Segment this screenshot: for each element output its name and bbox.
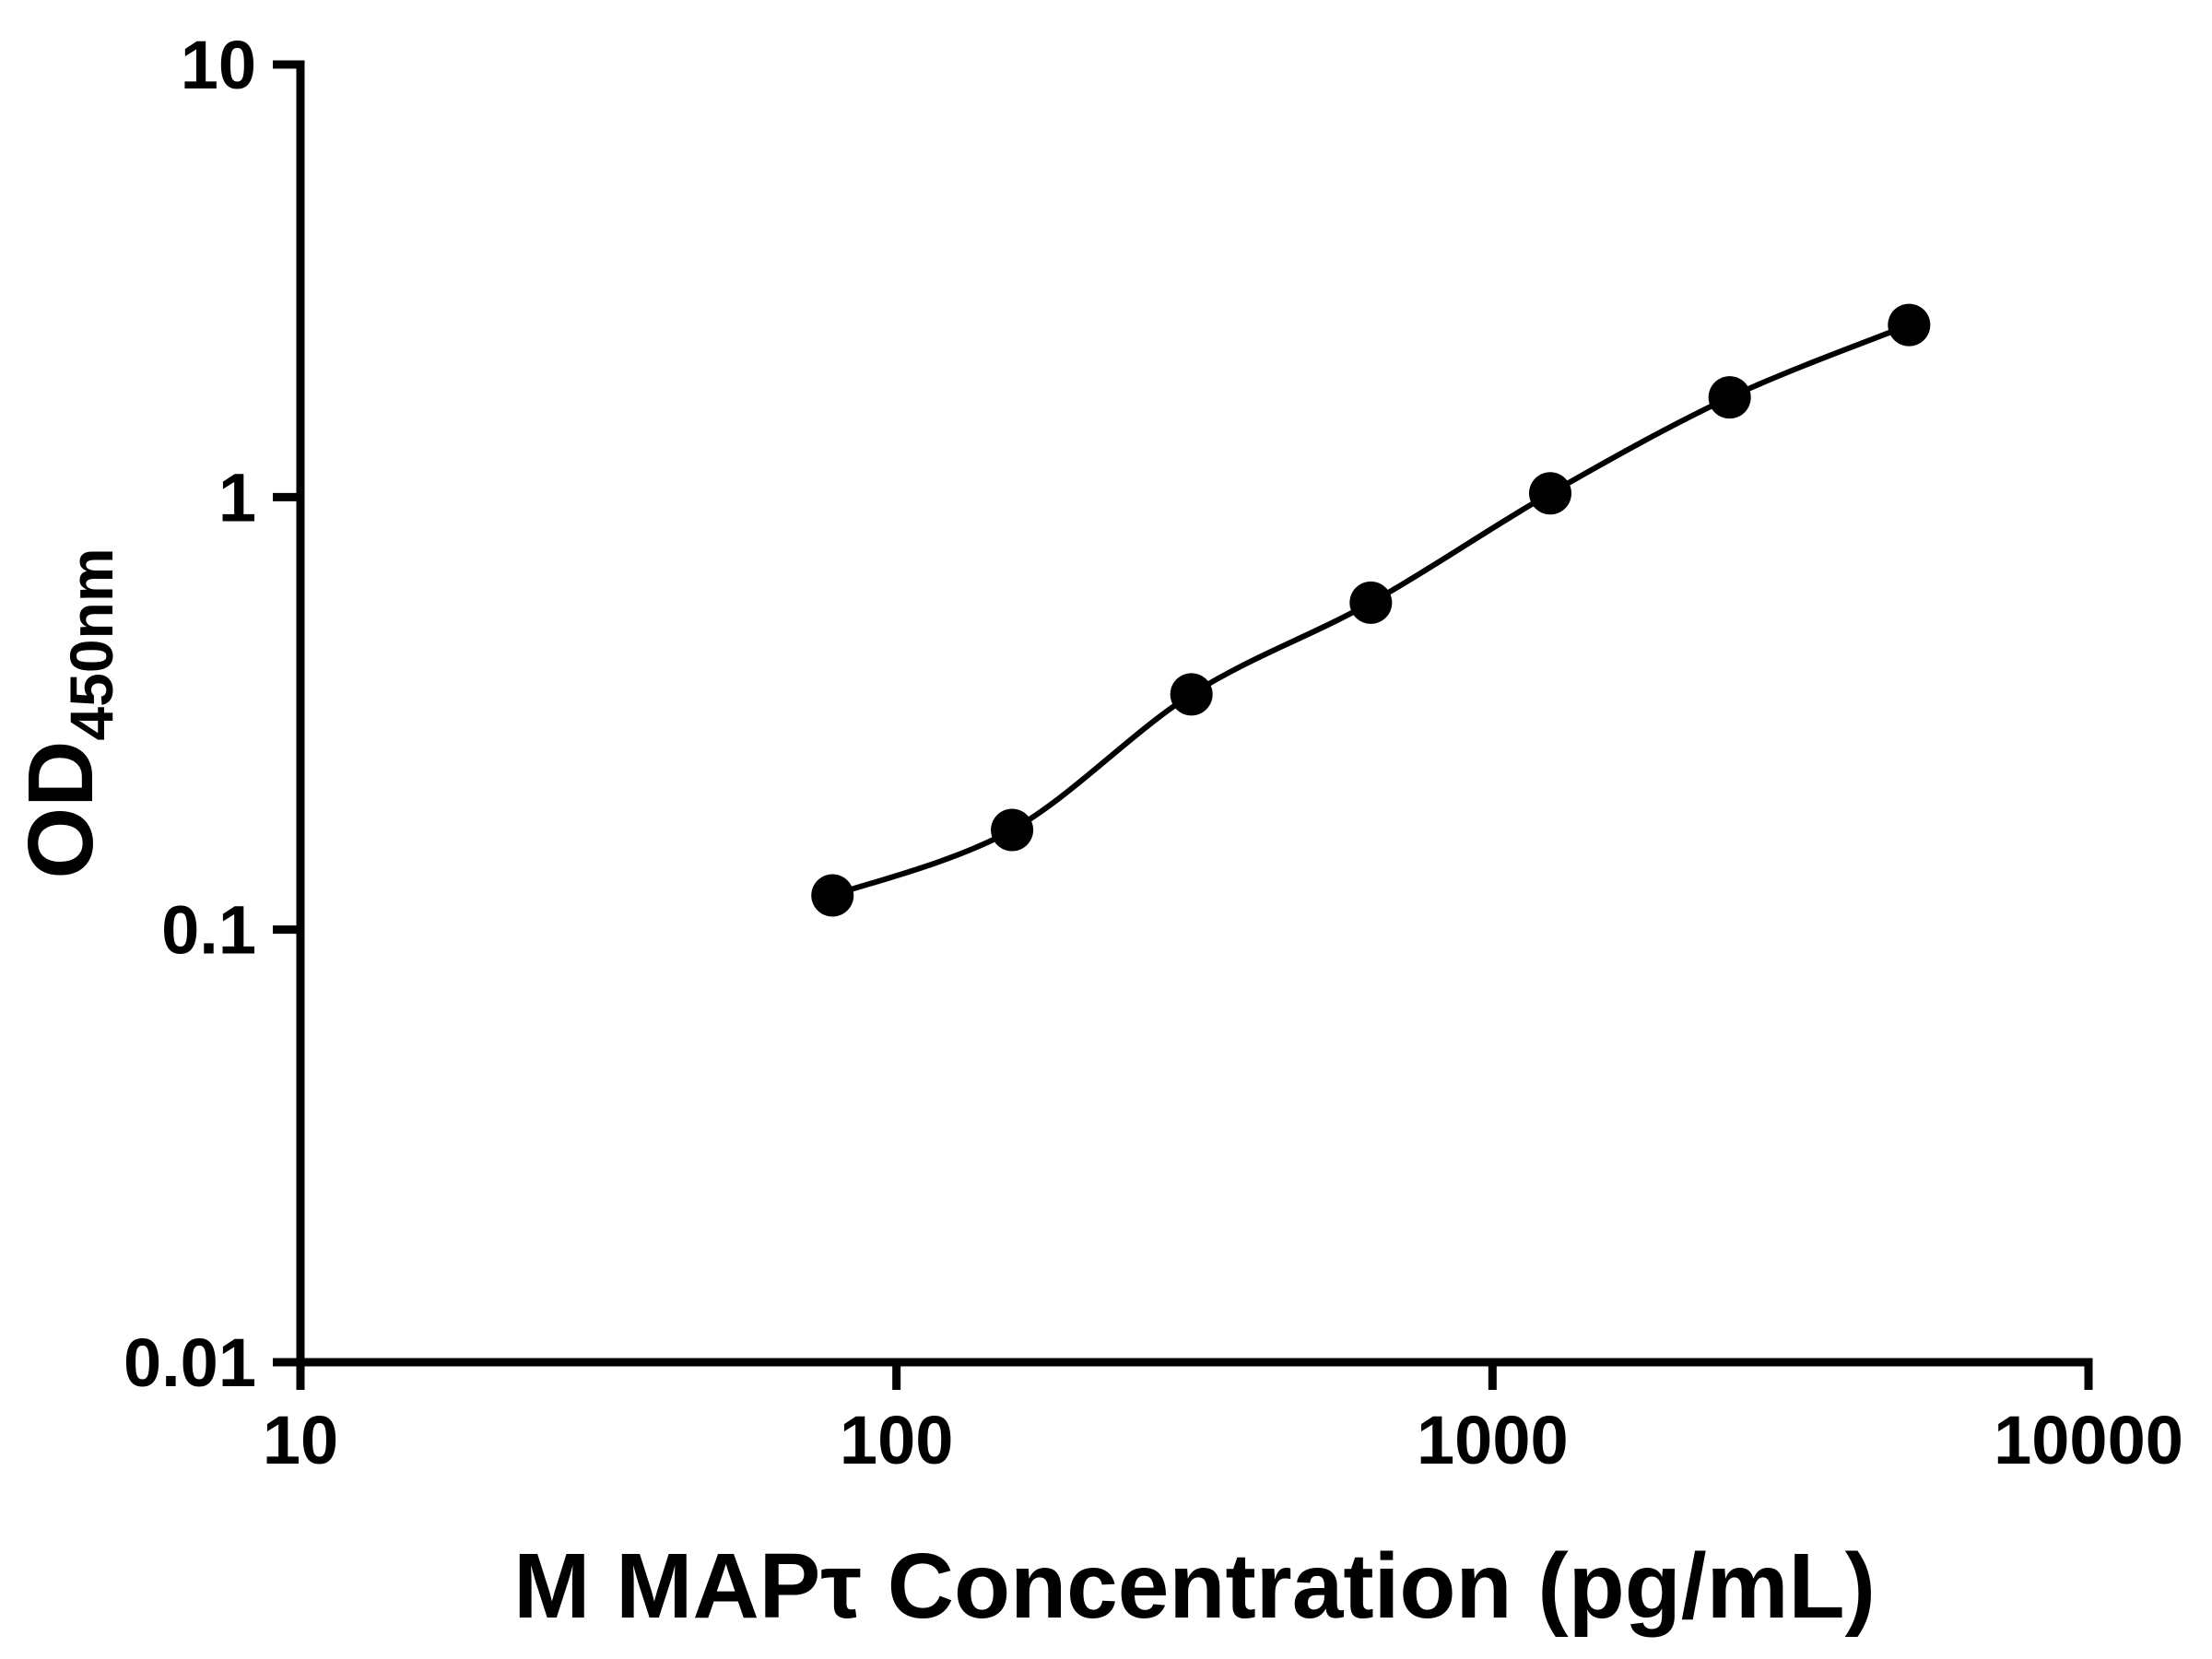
x-tick-label: 10000 [1994, 1402, 2183, 1478]
y-tick-label: 10 [181, 27, 256, 103]
y-tick-label: 1 [218, 459, 256, 535]
y-axis-title-subscript: 450nm [57, 547, 125, 740]
data-point [1529, 472, 1572, 515]
data-point [991, 808, 1034, 852]
y-tick-label: 0.1 [161, 892, 256, 969]
data-point [1170, 673, 1213, 716]
x-tick-label: 10 [263, 1402, 338, 1478]
data-point [1888, 303, 1931, 347]
y-axis-title-main: OD [9, 741, 112, 879]
x-tick-label: 1000 [1417, 1402, 1569, 1478]
y-axis-title: OD450nm [9, 547, 125, 878]
plot-area: 10 100 1000 10000 0.01 0.1 1 10 [124, 27, 2183, 1478]
x-tick-label: 100 [840, 1402, 953, 1478]
data-point [1349, 581, 1393, 624]
data-point [811, 874, 854, 917]
data-point [1708, 376, 1751, 419]
x-axis-title: M MAPτ Concentration (pg/mL) [513, 1535, 1876, 1638]
y-tick-label: 0.01 [124, 1324, 256, 1401]
